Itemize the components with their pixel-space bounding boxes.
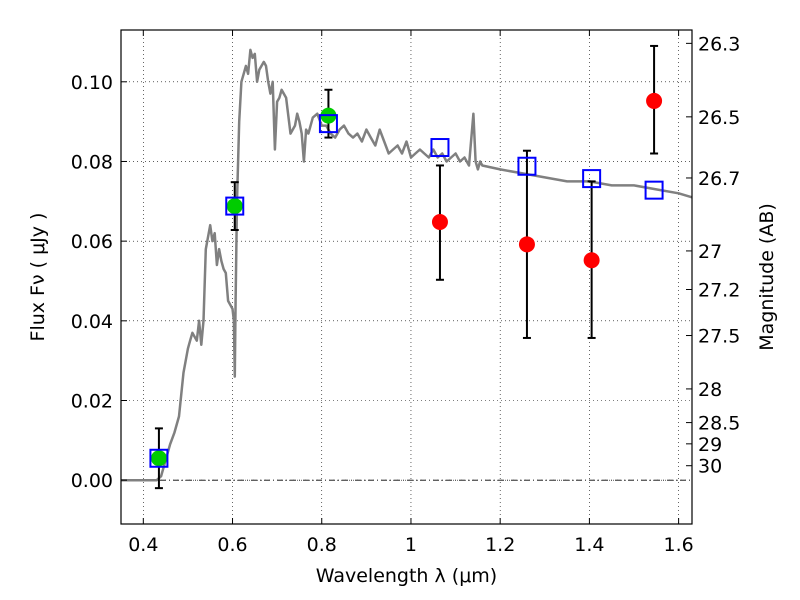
y2-tick-label: 26.3 [698, 33, 740, 55]
y2-tick-label: 30 [698, 456, 722, 478]
x-tick-label: 0.8 [307, 534, 337, 556]
y2-axis-label: Magnitude (AB) [756, 203, 778, 351]
x-tick-label: 0.4 [128, 534, 158, 556]
model-spectrum-line [121, 48, 693, 482]
x-tick-label: 1 [405, 534, 417, 556]
axis-ticks [121, 30, 692, 524]
model-photometry-point [430, 138, 450, 158]
x-axis-label: Wavelength λ (μm) [316, 565, 497, 587]
y-tick-label: 0.10 [71, 72, 113, 94]
y-axis-label: Flux Fν ( μJy ) [27, 213, 49, 342]
y-tick-label: 0.02 [71, 391, 113, 413]
y-tick-label: 0.08 [71, 151, 113, 173]
data-series [121, 44, 693, 490]
data-point [583, 252, 600, 269]
y2-tick-label: 28 [698, 379, 722, 401]
data-point [431, 214, 448, 231]
model-photometry-point [644, 180, 664, 200]
x-tick-label: 1.6 [664, 534, 694, 556]
y-tick-label: 0.04 [71, 311, 113, 333]
x-tick-label: 0.6 [217, 534, 247, 556]
data-point [646, 92, 663, 109]
plot-frame [120, 29, 693, 525]
y-tick-label: 0.06 [71, 231, 113, 253]
y2-tick-label: 26.7 [698, 168, 740, 190]
y-tick-label: 0.00 [71, 470, 113, 492]
model-photometry-point [225, 196, 245, 216]
tick-labels: 0.4 0.6 0.8 1 1.2 1.4 1.6 0.00 0.02 0.04 0.06 0.08 0… [71, 33, 741, 556]
x-tick-label: 1.2 [485, 534, 515, 556]
model-photometry-point [318, 114, 338, 134]
y2-tick-label: 28.5 [698, 413, 740, 435]
data-point [226, 198, 243, 215]
x-tick-label: 1.4 [574, 534, 604, 556]
y2-tick-label: 27 [698, 241, 722, 263]
grid [121, 30, 692, 524]
y2-tick-label: 29 [698, 434, 722, 456]
y2-tick-label: 27.2 [698, 279, 740, 301]
model-photometry-point [149, 448, 169, 468]
data-point [150, 450, 167, 467]
data-point [518, 236, 535, 253]
y2-tick-label: 26.5 [698, 107, 740, 129]
y2-tick-label: 27.5 [698, 326, 740, 348]
model-photometry-point [582, 169, 602, 189]
model-photometry-point [517, 156, 537, 176]
